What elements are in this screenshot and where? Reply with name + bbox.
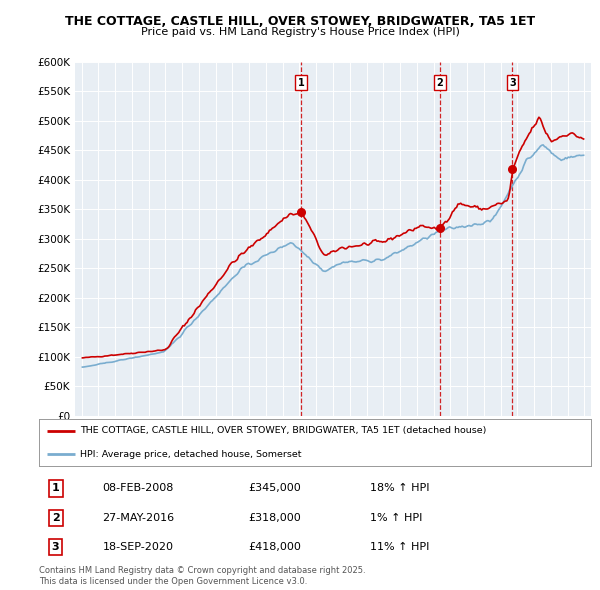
Text: THE COTTAGE, CASTLE HILL, OVER STOWEY, BRIDGWATER, TA5 1ET: THE COTTAGE, CASTLE HILL, OVER STOWEY, B… xyxy=(65,15,535,28)
Text: 1: 1 xyxy=(52,483,59,493)
Text: 2: 2 xyxy=(436,78,443,88)
Text: £345,000: £345,000 xyxy=(249,483,302,493)
Text: 3: 3 xyxy=(52,542,59,552)
Text: Price paid vs. HM Land Registry's House Price Index (HPI): Price paid vs. HM Land Registry's House … xyxy=(140,27,460,37)
Text: 27-MAY-2016: 27-MAY-2016 xyxy=(103,513,175,523)
Text: 11% ↑ HPI: 11% ↑ HPI xyxy=(370,542,430,552)
Text: 1% ↑ HPI: 1% ↑ HPI xyxy=(370,513,422,523)
Text: 2: 2 xyxy=(52,513,59,523)
Text: 18-SEP-2020: 18-SEP-2020 xyxy=(103,542,173,552)
Text: 3: 3 xyxy=(509,78,516,88)
Text: 18% ↑ HPI: 18% ↑ HPI xyxy=(370,483,430,493)
Text: 08-FEB-2008: 08-FEB-2008 xyxy=(103,483,174,493)
Text: £418,000: £418,000 xyxy=(249,542,302,552)
Text: Contains HM Land Registry data © Crown copyright and database right 2025.
This d: Contains HM Land Registry data © Crown c… xyxy=(39,566,365,586)
Text: THE COTTAGE, CASTLE HILL, OVER STOWEY, BRIDGWATER, TA5 1ET (detached house): THE COTTAGE, CASTLE HILL, OVER STOWEY, B… xyxy=(80,426,487,435)
Text: HPI: Average price, detached house, Somerset: HPI: Average price, detached house, Some… xyxy=(80,450,302,459)
Text: 1: 1 xyxy=(298,78,305,88)
Text: £318,000: £318,000 xyxy=(249,513,302,523)
